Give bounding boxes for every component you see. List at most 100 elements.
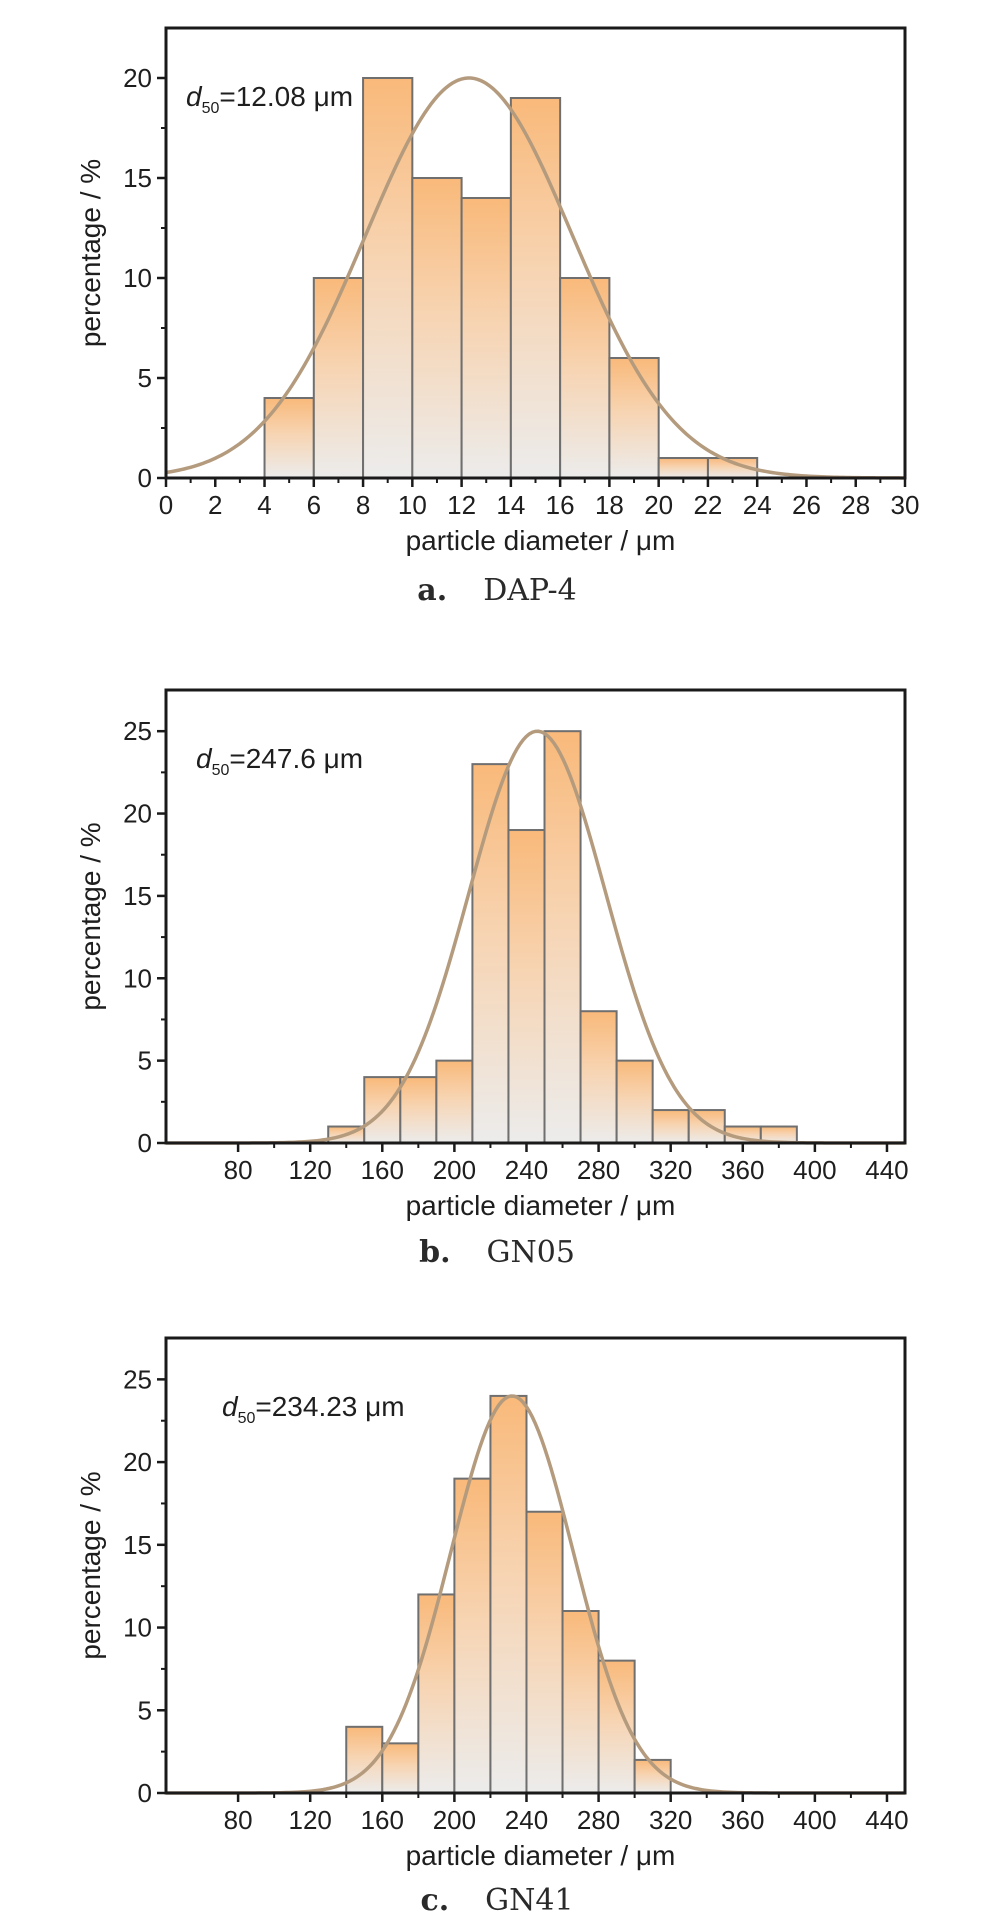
x-tick-label: 440: [865, 1155, 908, 1185]
y-tick-label: 25: [123, 716, 152, 746]
histogram-bar: [651, 1109, 690, 1145]
histogram-bar: [460, 197, 512, 479]
y-tick-label: 10: [123, 963, 152, 993]
x-tick-label: 160: [361, 1155, 404, 1185]
caption-letter: a.: [417, 573, 447, 608]
y-axis-label: percentage / %: [75, 822, 106, 1010]
histogram-bar: [608, 357, 660, 479]
x-tick-label: 80: [224, 1805, 253, 1835]
x-tick-label: 24: [743, 490, 772, 520]
histogram-bar: [312, 277, 365, 479]
x-axis-label: particle diameter / μm: [406, 1840, 676, 1871]
x-tick-label: 240: [505, 1155, 548, 1185]
d50-value: =234.23 μm: [255, 1391, 404, 1422]
x-tick-label: 360: [721, 1155, 764, 1185]
histogram-bar: [417, 1593, 456, 1795]
x-tick-label: 280: [577, 1155, 620, 1185]
chart-panel-3: 80 120 160 200 240 280 320 360 400 440 0 5 10 15 20 25 p…: [75, 1336, 909, 1918]
d50-symbol: d: [196, 743, 213, 774]
y-tick-label: 20: [123, 1447, 152, 1477]
y-tick-label: 0: [138, 463, 152, 493]
x-tick-label: 26: [792, 490, 821, 520]
figure-caption: c. GN41: [420, 1883, 573, 1918]
histogram-bar: [657, 457, 709, 479]
x-tick-label: 200: [433, 1805, 476, 1835]
x-tick-label: 10: [398, 490, 427, 520]
x-tick-label: 280: [577, 1805, 620, 1835]
y-tick-label: 5: [138, 1695, 152, 1725]
caption-name: GN05: [487, 1235, 575, 1270]
plot-frame: [164, 1336, 907, 1795]
x-tick-label: 0: [159, 490, 173, 520]
d50-annotation: d50=247.6 μm: [196, 743, 363, 779]
caption-letter: c.: [420, 1883, 449, 1918]
histogram-bar: [489, 1394, 528, 1794]
histogram-bar: [362, 77, 414, 479]
d50-subscript: 50: [212, 762, 230, 779]
x-tick-label: 200: [433, 1155, 476, 1185]
y-tick-label: 0: [138, 1128, 152, 1158]
chart-panel-1: 0 2 4 6 8 10 12 14 16 18 20 22 24 26 28 3005101520parti…: [75, 26, 920, 608]
d50-symbol: d: [186, 81, 203, 112]
x-axis-label: particle diameter / μm: [406, 1190, 676, 1221]
histogram-bar: [399, 1076, 438, 1145]
y-tick-label: 10: [123, 263, 152, 293]
x-tick-label: 16: [546, 490, 575, 520]
caption-name: GN41: [485, 1883, 573, 1918]
histogram-bar: [507, 829, 546, 1144]
y-tick-label: 20: [123, 63, 152, 93]
figure-caption: a. DAP-4: [417, 573, 576, 608]
y-tick-label: 5: [138, 363, 152, 393]
d50-annotation: d50=234.23 μm: [222, 1391, 405, 1427]
d50-value: =12.08 μm: [219, 81, 353, 112]
y-axis-label: percentage / %: [75, 1471, 106, 1659]
histogram-bar: [509, 97, 562, 479]
histogram-bar: [263, 397, 315, 479]
x-tick-label: 14: [496, 490, 525, 520]
chart-panel-2: 80 120 160 200 240 280 320 360 400 440 0 5 10 15 20 25 p…: [75, 688, 909, 1270]
y-tick-label: 15: [123, 163, 152, 193]
y-tick-label: 10: [123, 1613, 152, 1643]
x-tick-label: 120: [288, 1155, 331, 1185]
figure-caption: b. GN05: [419, 1235, 575, 1270]
fit-curve: [165, 76, 905, 480]
d50-annotation: d50=12.08 μm: [186, 81, 353, 117]
caption-letter: b.: [419, 1235, 450, 1270]
x-tick-label: 120: [288, 1805, 331, 1835]
x-tick-label: 320: [649, 1155, 692, 1185]
x-tick-label: 400: [793, 1805, 836, 1835]
histogram-bar: [381, 1742, 420, 1795]
y-tick-label: 0: [138, 1778, 152, 1808]
x-tick-label: 360: [721, 1805, 764, 1835]
d50-subscript: 50: [238, 1410, 256, 1427]
histogram-bar: [525, 1510, 564, 1795]
x-tick-label: 80: [224, 1155, 253, 1185]
y-tick-label: 5: [138, 1046, 152, 1076]
x-tick-label: 20: [644, 490, 673, 520]
y-tick-label: 15: [123, 1530, 152, 1560]
caption-name: DAP-4: [483, 573, 577, 608]
histogram-bar: [435, 1059, 474, 1144]
histogram-bar: [471, 763, 510, 1144]
y-tick-label: 15: [123, 881, 152, 911]
x-tick-label: 160: [361, 1805, 404, 1835]
x-tick-label: 400: [793, 1155, 836, 1185]
y-tick-label: 25: [123, 1364, 152, 1394]
x-tick-label: 240: [505, 1805, 548, 1835]
histogram-bar: [543, 730, 582, 1144]
x-tick-label: 320: [649, 1805, 692, 1835]
histogram-bar: [411, 177, 463, 479]
x-axis-label: particle diameter / μm: [406, 525, 676, 556]
y-axis-label: percentage / %: [75, 159, 106, 347]
x-tick-label: 4: [257, 490, 271, 520]
x-tick-label: 6: [307, 490, 321, 520]
histogram-bar: [579, 1010, 618, 1145]
x-tick-label: 12: [447, 490, 476, 520]
histogram-bar: [559, 277, 611, 479]
x-tick-label: 28: [841, 490, 870, 520]
y-tick-label: 20: [123, 799, 152, 829]
d50-subscript: 50: [202, 100, 220, 117]
x-tick-label: 30: [891, 490, 920, 520]
histogram-bar: [615, 1059, 654, 1144]
